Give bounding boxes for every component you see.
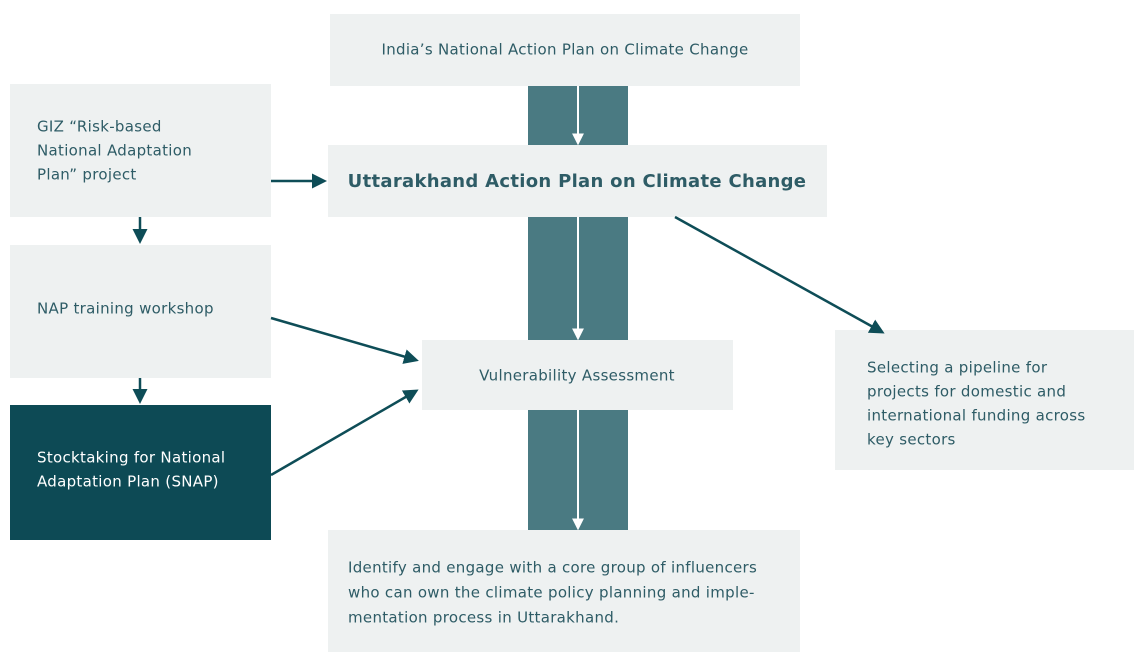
node-label: key sectors [867, 431, 956, 449]
node-label: Plan” project [37, 166, 137, 184]
node-label: Vulnerability Assessment [479, 367, 675, 385]
node-label: projects for domestic and [867, 383, 1066, 401]
node-label: India’s National Action Plan on Climate … [381, 41, 748, 59]
node-label: Uttarakhand Action Plan on Climate Chang… [348, 171, 807, 192]
node-label: Identify and engage with a core group of… [348, 559, 757, 577]
node-label: NAP training workshop [37, 300, 214, 318]
node-label: mentation process in Uttarakhand. [348, 609, 619, 627]
node-box [835, 330, 1134, 470]
node-box [330, 14, 800, 86]
node-label: international funding across [867, 407, 1086, 425]
node-label: Stocktaking for National [37, 449, 225, 467]
arrow [270, 316, 419, 364]
node-label: GIZ “Risk-based [37, 118, 162, 136]
node-box [10, 84, 271, 217]
node-label: Adaptation Plan (SNAP) [37, 473, 219, 491]
node-box [10, 245, 271, 378]
node-label: National Adaptation [37, 142, 192, 160]
arrow [270, 389, 419, 477]
arrow [674, 215, 885, 334]
node-label: Selecting a pipeline for [867, 359, 1048, 377]
node-box [328, 145, 827, 217]
node-label: who can own the climate policy planning … [348, 584, 755, 602]
node-box [422, 340, 733, 410]
node-box [328, 530, 800, 652]
node-box [10, 405, 271, 540]
